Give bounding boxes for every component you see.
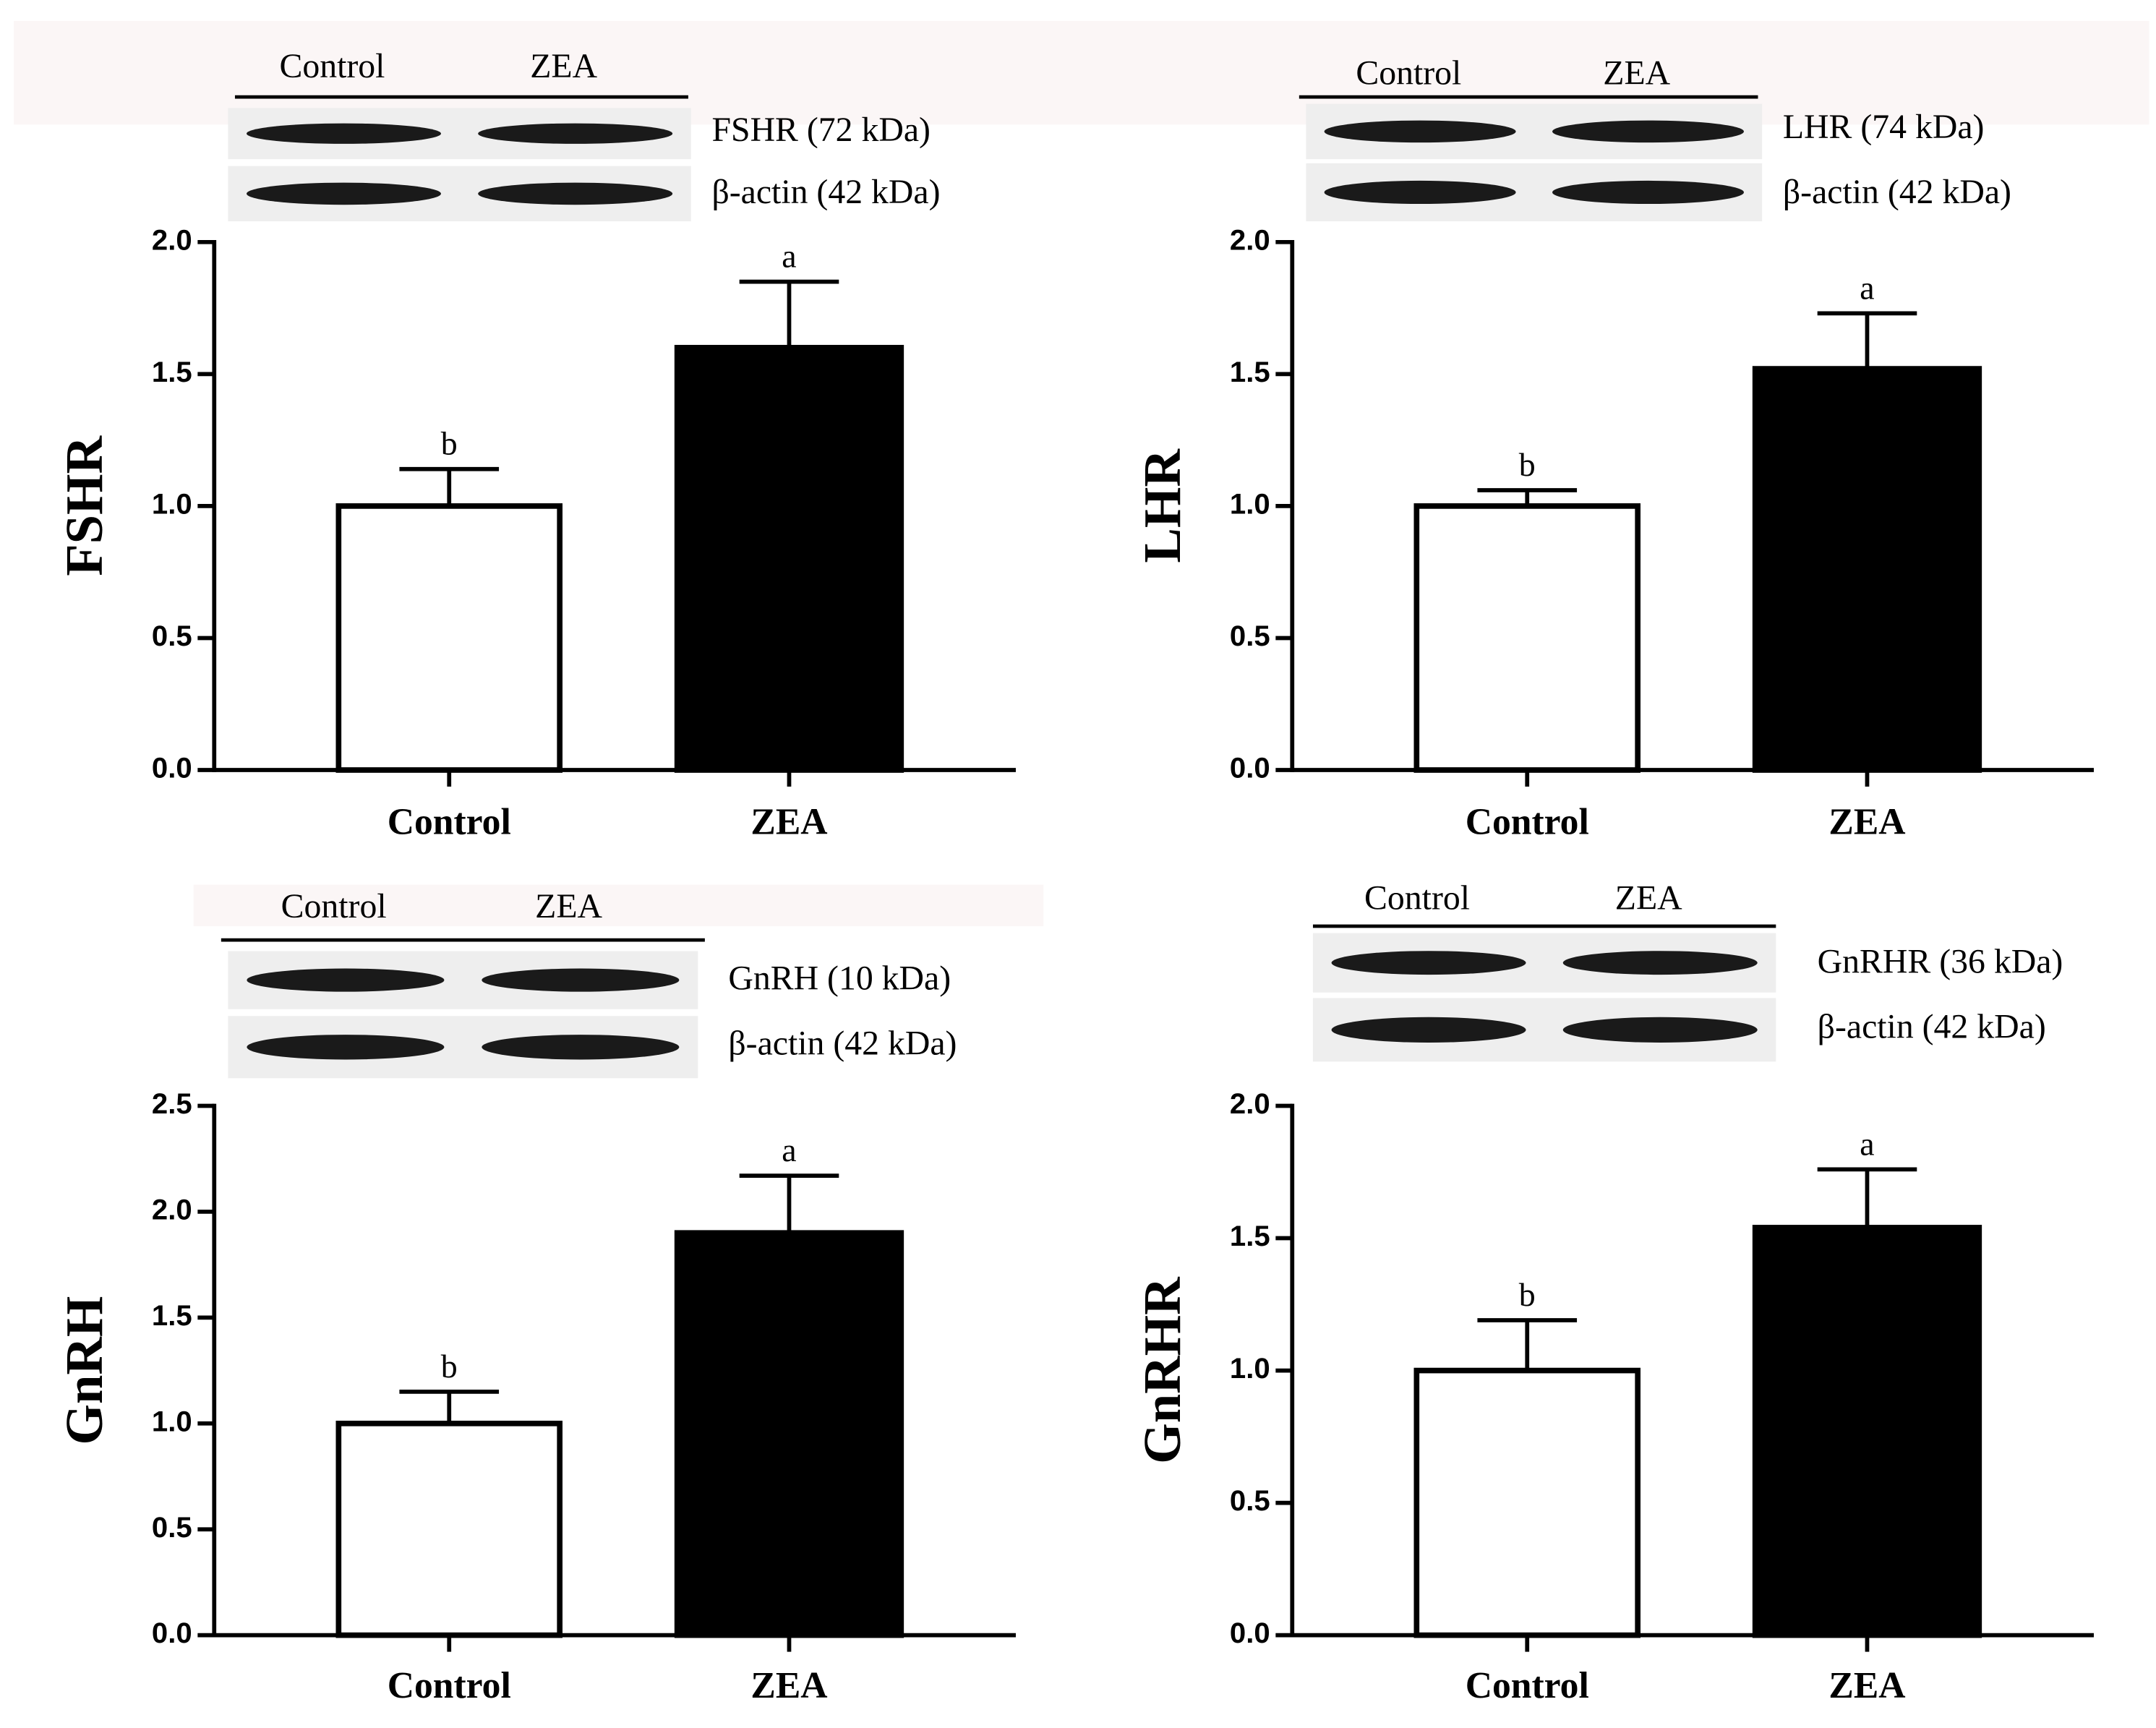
- y-tick-label: 1.5: [1230, 356, 1270, 388]
- blot-band-label: GnRHR (36 kDa): [1818, 943, 2063, 981]
- y-tick-label: 2.0: [152, 223, 192, 256]
- y-tick-label: 0.5: [1230, 620, 1270, 652]
- blot-band: [478, 182, 673, 205]
- blot-band-label: β-actin (42 kDa): [1783, 173, 2011, 211]
- x-tick-label: Control: [1466, 801, 1589, 842]
- significance-letter: b: [1519, 1276, 1536, 1313]
- bar: [674, 345, 904, 773]
- blot-band-label: β-actin (42 kDa): [711, 173, 940, 211]
- blot-band: [247, 1035, 445, 1060]
- bar: [1752, 366, 1982, 773]
- blot-band: [247, 182, 441, 205]
- y-tick-label: 0.0: [1230, 752, 1270, 784]
- blot-band: [478, 123, 673, 144]
- blot-band: [1331, 951, 1526, 975]
- blot-band-label: FSHR (72 kDa): [711, 111, 931, 149]
- blot-lane-label: Control: [1356, 54, 1461, 92]
- x-tick-label: ZEA: [750, 1665, 827, 1706]
- blot-band: [1552, 120, 1744, 143]
- x-tick-label: ZEA: [1828, 801, 1905, 842]
- significance-letter: b: [1519, 446, 1536, 483]
- x-tick-label: ZEA: [1828, 1665, 1905, 1706]
- y-tick-label: 0.0: [152, 1617, 192, 1649]
- blot-band: [247, 123, 441, 144]
- blot-band: [1324, 180, 1516, 205]
- y-tick-label: 2.0: [1230, 223, 1270, 256]
- y-axis-label: FSHR: [55, 435, 114, 576]
- bar: [1752, 1225, 1982, 1638]
- y-tick-label: 1.0: [152, 1405, 192, 1437]
- blot-band-label: β-actin (42 kDa): [1818, 1007, 2046, 1045]
- x-tick-label: ZEA: [750, 801, 827, 842]
- blot-band: [247, 968, 445, 992]
- blot-band: [1331, 1017, 1526, 1043]
- significance-letter: a: [782, 1132, 796, 1168]
- background-strip: [14, 20, 2149, 125]
- blot-band: [482, 1035, 680, 1060]
- blot-band: [482, 968, 680, 992]
- y-tick-label: 1.0: [1230, 1352, 1270, 1385]
- blot-band: [1562, 1017, 1758, 1043]
- blot-band-label: β-actin (42 kDa): [728, 1024, 957, 1062]
- blot-band: [1324, 120, 1516, 143]
- y-axis-label: GnRH: [55, 1296, 114, 1445]
- blot-lane-label: Control: [281, 887, 387, 925]
- significance-letter: a: [1860, 1125, 1874, 1162]
- bar: [335, 1420, 562, 1638]
- y-tick-label: 0.5: [152, 620, 192, 652]
- y-tick-label: 0.0: [1230, 1617, 1270, 1649]
- bar: [1413, 503, 1640, 773]
- y-tick-label: 1.0: [1230, 488, 1270, 521]
- background-strip: [193, 884, 1044, 927]
- y-tick-label: 0.5: [1230, 1484, 1270, 1517]
- blot-lane-label: ZEA: [530, 47, 597, 85]
- blot-lane-label: ZEA: [1615, 879, 1682, 918]
- y-tick-label: 0.0: [152, 752, 192, 784]
- y-tick-label: 1.5: [1230, 1220, 1270, 1252]
- significance-letter: b: [441, 425, 458, 462]
- blot-band-label: GnRH (10 kDa): [728, 959, 951, 997]
- y-axis-label: LHR: [1133, 448, 1192, 563]
- y-tick-label: 2.0: [1230, 1087, 1270, 1120]
- x-tick-label: Control: [388, 801, 511, 842]
- blot-band: [1562, 951, 1758, 975]
- x-tick-label: Control: [388, 1665, 511, 1706]
- y-tick-label: 1.5: [152, 1299, 192, 1332]
- y-tick-label: 0.5: [152, 1511, 192, 1544]
- blot-lane-label: ZEA: [1603, 54, 1670, 92]
- significance-letter: a: [782, 238, 796, 275]
- blot-lane-label: Control: [1364, 879, 1470, 918]
- y-tick-label: 1.0: [152, 488, 192, 521]
- y-tick-label: 2.5: [152, 1087, 192, 1120]
- y-tick-label: 2.0: [152, 1194, 192, 1226]
- bar: [1413, 1367, 1640, 1638]
- blot-band-label: LHR (74 kDa): [1783, 108, 1985, 146]
- significance-letter: a: [1860, 269, 1874, 306]
- blot-lane-label: ZEA: [535, 887, 602, 925]
- blot-lane-label: Control: [280, 47, 385, 85]
- x-tick-label: Control: [1466, 1665, 1589, 1706]
- blot-band: [1552, 180, 1744, 205]
- bar: [335, 503, 562, 773]
- y-tick-label: 1.5: [152, 356, 192, 388]
- significance-letter: b: [441, 1348, 458, 1385]
- bar: [674, 1230, 904, 1638]
- y-axis-label: GnRHR: [1133, 1276, 1192, 1464]
